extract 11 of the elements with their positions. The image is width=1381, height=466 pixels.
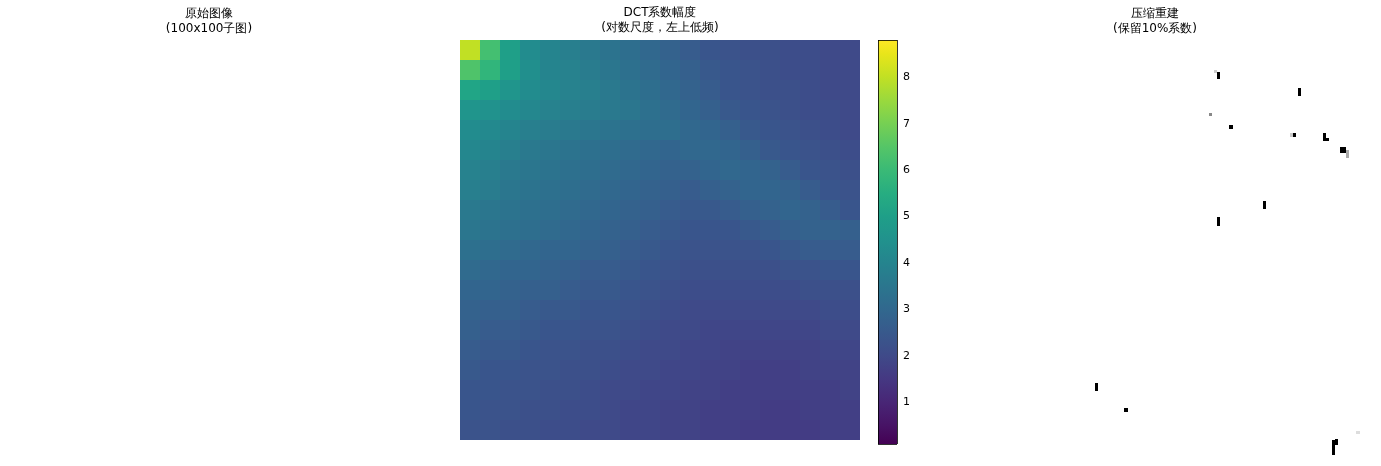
color-bar-label: 3 — [903, 302, 910, 316]
color-bar-label: 5 — [903, 209, 910, 223]
color-bar-label: 8 — [903, 70, 910, 84]
chart-title: DCT系数幅度 (对数尺度，左上低频) — [601, 5, 719, 34]
text: 压缩重建 (保留10%系数) — [1111, 6, 1198, 36]
color-bar-label: 4 — [903, 255, 910, 269]
color-bar-label: 1 — [903, 395, 910, 409]
color-bar-label: 7 — [903, 116, 910, 130]
text: 原始图像 (100x100子图) — [164, 6, 254, 36]
color-bar-label: 2 — [903, 348, 910, 362]
color-bar-label: 6 — [903, 163, 910, 177]
